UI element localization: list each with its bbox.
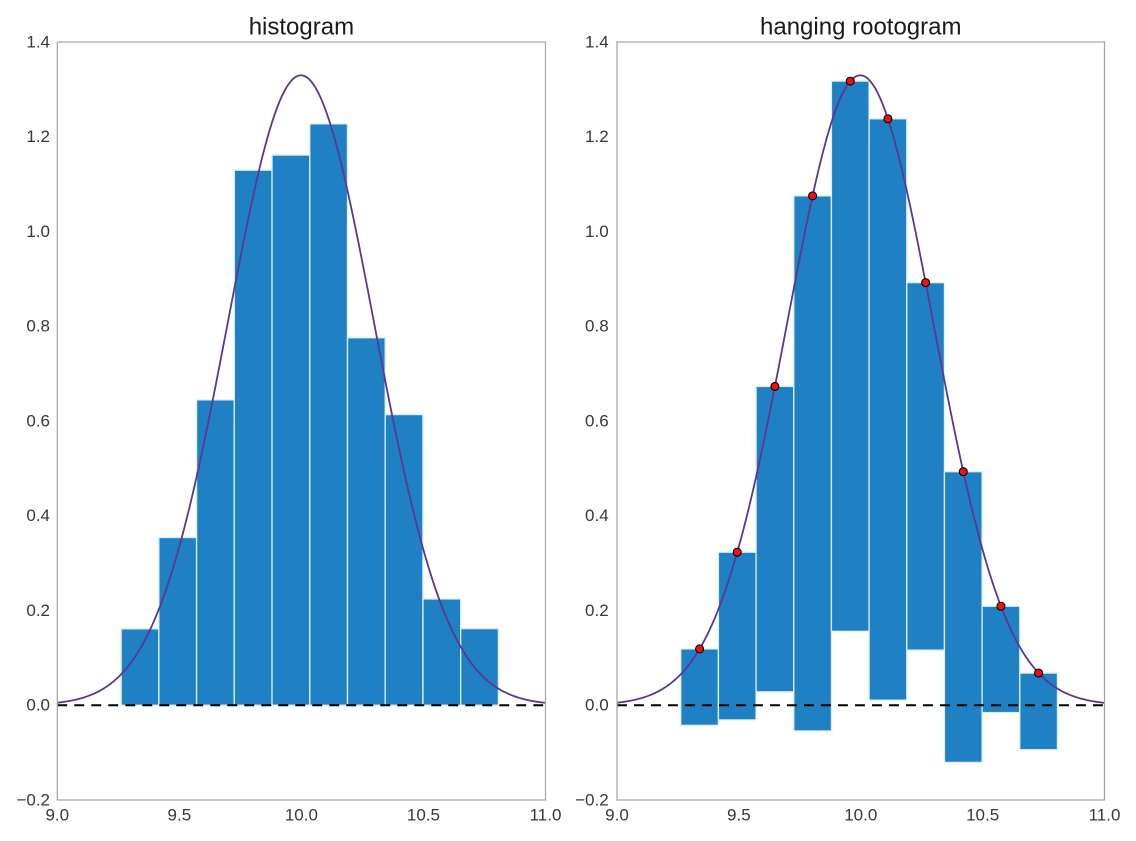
svg-text:11.0: 11.0 <box>1089 805 1121 824</box>
svg-text:0.2: 0.2 <box>26 601 50 620</box>
svg-text:11.0: 11.0 <box>530 805 562 824</box>
svg-text:1.2: 1.2 <box>585 127 609 146</box>
svg-text:−0.2: −0.2 <box>575 790 609 809</box>
svg-text:0.2: 0.2 <box>585 601 609 620</box>
svg-text:0.8: 0.8 <box>26 317 50 336</box>
svg-text:1.4: 1.4 <box>26 32 50 51</box>
svg-text:1.4: 1.4 <box>585 32 609 51</box>
svg-text:0.4: 0.4 <box>26 506 50 525</box>
svg-text:0.0: 0.0 <box>585 696 609 715</box>
svg-text:1.0: 1.0 <box>26 222 50 241</box>
svg-text:−0.2: −0.2 <box>16 790 50 809</box>
svg-text:10.0: 10.0 <box>285 805 318 824</box>
svg-text:0.8: 0.8 <box>585 317 609 336</box>
svg-text:0.4: 0.4 <box>585 506 609 525</box>
svg-text:9.5: 9.5 <box>727 805 751 824</box>
svg-text:0.0: 0.0 <box>26 696 50 715</box>
svg-text:1.2: 1.2 <box>26 127 50 146</box>
svg-text:9.0: 9.0 <box>605 805 629 824</box>
svg-text:1.0: 1.0 <box>585 222 609 241</box>
svg-text:9.0: 9.0 <box>45 805 69 824</box>
svg-text:10.5: 10.5 <box>407 805 440 824</box>
svg-text:10.0: 10.0 <box>844 805 877 824</box>
svg-text:10.5: 10.5 <box>966 805 999 824</box>
svg-text:0.6: 0.6 <box>26 411 50 430</box>
svg-text:9.5: 9.5 <box>168 805 192 824</box>
svg-text:0.6: 0.6 <box>585 411 609 430</box>
svg-text:histogram: histogram <box>249 14 354 41</box>
svg-text:hanging rootogram: hanging rootogram <box>760 14 961 41</box>
